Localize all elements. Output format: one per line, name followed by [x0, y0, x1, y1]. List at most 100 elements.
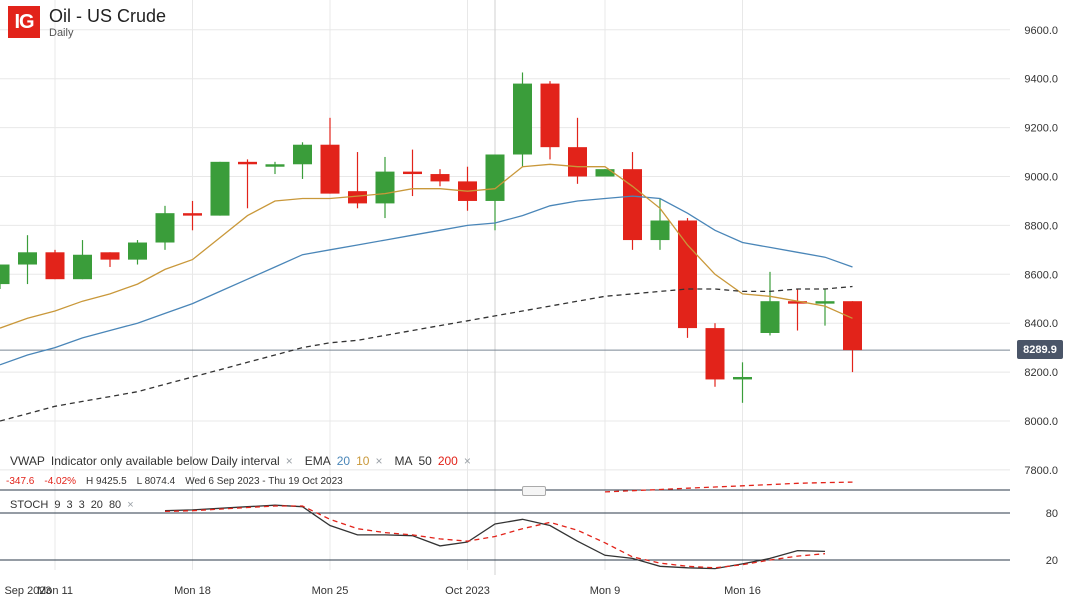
stoch-line — [164, 505, 826, 569]
vwap-remove-icon[interactable]: × — [285, 454, 293, 468]
date-range: Wed 6 Sep 2023 - Thu 19 Oct 2023 — [185, 476, 343, 487]
candle-body — [128, 242, 147, 260]
candle — [100, 252, 120, 267]
ma-remove-icon[interactable]: × — [463, 454, 471, 468]
vwap-label[interactable]: VWAP — [10, 454, 45, 468]
candle — [73, 240, 92, 280]
candle-body — [760, 301, 780, 333]
price-tick-label: 8600.0 — [1024, 269, 1058, 281]
price-stats: -347.6 -4.02% H 9425.5 L 8074.4 Wed 6 Se… — [6, 476, 353, 487]
candle-body — [403, 171, 422, 175]
candle-body — [320, 144, 340, 194]
candle — [650, 198, 670, 250]
stoch-tick-label: 80 — [1046, 508, 1058, 520]
price-tick-label: 8000.0 — [1024, 416, 1058, 428]
candle-body — [155, 213, 175, 243]
candle — [733, 362, 752, 403]
stoch-label[interactable]: STOCH — [10, 499, 49, 511]
candle — [815, 288, 835, 326]
candle-body — [540, 83, 560, 148]
time-tick-label: Mon 11 — [37, 585, 73, 597]
price-tick-label: 9200.0 — [1024, 123, 1058, 135]
candle-body — [623, 169, 642, 241]
candle — [458, 166, 477, 211]
interval-label: Daily — [49, 27, 74, 39]
candle — [788, 288, 807, 331]
pane-resize-handle[interactable] — [522, 486, 546, 496]
candle — [760, 271, 780, 336]
candle-body — [705, 328, 725, 380]
candle — [320, 117, 340, 194]
candle-body — [45, 252, 65, 280]
candle-body — [293, 144, 312, 165]
candle — [430, 169, 450, 187]
price-change-pct: -4.02% — [44, 476, 77, 487]
candle — [293, 142, 312, 179]
last-price-tag: 8289.9 — [1017, 340, 1063, 359]
price-tick-label: 8200.0 — [1024, 367, 1058, 379]
candle — [348, 152, 367, 209]
candle-body — [265, 164, 285, 167]
candle — [265, 161, 285, 175]
series-line — [0, 285, 853, 422]
price-tick-label: 9400.0 — [1024, 74, 1058, 86]
candle-body — [733, 376, 752, 380]
candle — [705, 323, 725, 387]
price-tick-label: 9000.0 — [1024, 172, 1058, 184]
candle — [45, 249, 65, 280]
stoch-tick-label: 20 — [1046, 555, 1058, 567]
indicator-legend: VWAP Indicator only available below Dail… — [10, 454, 483, 468]
ma-label[interactable]: MA — [394, 454, 413, 468]
candle-body — [650, 220, 670, 241]
candle — [540, 81, 560, 160]
ema-slow-value: 10 — [356, 454, 370, 468]
candle — [375, 156, 395, 219]
candle — [595, 169, 615, 177]
candle — [238, 159, 257, 209]
price-tick-label: 7800.0 — [1024, 465, 1058, 477]
time-tick-label: Mon 16 — [724, 585, 761, 597]
stoch-remove-icon[interactable]: × — [127, 499, 134, 511]
ma-slow-value: 200 — [437, 454, 458, 468]
time-tick-label: Mon 18 — [174, 585, 211, 597]
candle-body — [348, 191, 367, 204]
candle-body — [513, 83, 532, 155]
ema-fast-value: 20 — [336, 454, 351, 468]
candle-body — [843, 301, 862, 351]
candle-body — [73, 254, 92, 280]
stoch-legend: STOCH 9 3 3 20 80 × — [10, 499, 140, 511]
range-high: H 9425.5 — [86, 476, 127, 487]
candle — [568, 117, 587, 184]
candle — [155, 205, 175, 250]
time-tick-label: Mon 25 — [312, 585, 349, 597]
candle-body — [568, 147, 587, 177]
stoch-param: 80 — [108, 499, 122, 511]
candle-body — [485, 154, 505, 201]
candle-body — [238, 161, 257, 165]
candle — [485, 154, 505, 231]
candle-body — [815, 301, 835, 304]
price-tick-label: 8800.0 — [1024, 220, 1058, 232]
candle-body — [678, 220, 697, 329]
candle — [678, 218, 697, 338]
candle — [210, 161, 230, 216]
candle — [128, 240, 147, 265]
candle-body — [183, 213, 202, 216]
ma-fast-value: 50 — [418, 454, 432, 468]
candle — [843, 301, 862, 373]
ema-label[interactable]: EMA — [304, 454, 331, 468]
range-low: L 8074.4 — [136, 476, 176, 487]
price-change: -347.6 — [6, 476, 35, 487]
candle-body — [18, 252, 37, 265]
ema-remove-icon[interactable]: × — [375, 454, 383, 468]
candle — [623, 152, 642, 250]
candle-body — [375, 171, 395, 204]
candle-body — [430, 174, 450, 182]
candle — [513, 72, 532, 167]
stoch-line — [164, 504, 826, 570]
candle-body — [595, 169, 615, 177]
instrument-title: Oil - US Crude — [49, 6, 167, 26]
price-tick-label: 9600.0 — [1024, 25, 1058, 37]
